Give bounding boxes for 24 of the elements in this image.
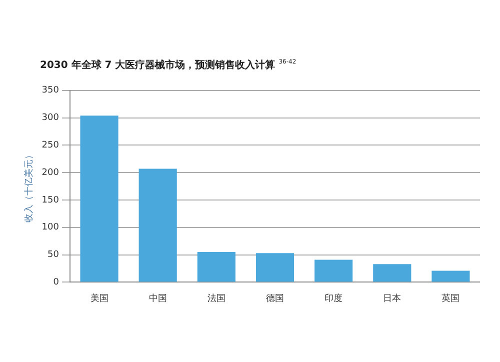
- bar: [197, 252, 236, 282]
- bar: [314, 260, 353, 282]
- bar: [80, 116, 118, 282]
- x-tick-label: 印度: [324, 292, 343, 304]
- y-tick-label: 200: [42, 168, 60, 178]
- bar: [256, 253, 294, 282]
- bar: [432, 270, 470, 282]
- y-tick-label: 100: [42, 222, 60, 233]
- bar: [138, 168, 177, 282]
- x-tick-label: 法国: [207, 292, 226, 304]
- y-tick-label: 150: [42, 195, 60, 206]
- x-tick-label: 美国: [90, 292, 108, 304]
- chart-title: 2030 年全球 7 大医疗器械市场，预测销售收入计算 $^{36-42}$: [40, 58, 296, 72]
- y-tick-label: 50: [48, 250, 60, 260]
- x-tick-label: 英国: [442, 292, 460, 304]
- y-tick-label: 0: [53, 278, 60, 288]
- x-tick-label: 日本: [383, 292, 402, 304]
- y-axis-title: 收入（十亿美元）: [24, 150, 35, 222]
- x-tick-label: 德国: [266, 292, 284, 304]
- x-tick-label: 中国: [148, 292, 167, 304]
- y-tick-label: 250: [42, 140, 60, 151]
- bar: [373, 264, 412, 282]
- y-tick-label: 300: [42, 113, 60, 124]
- y-tick-label: 350: [42, 86, 60, 96]
